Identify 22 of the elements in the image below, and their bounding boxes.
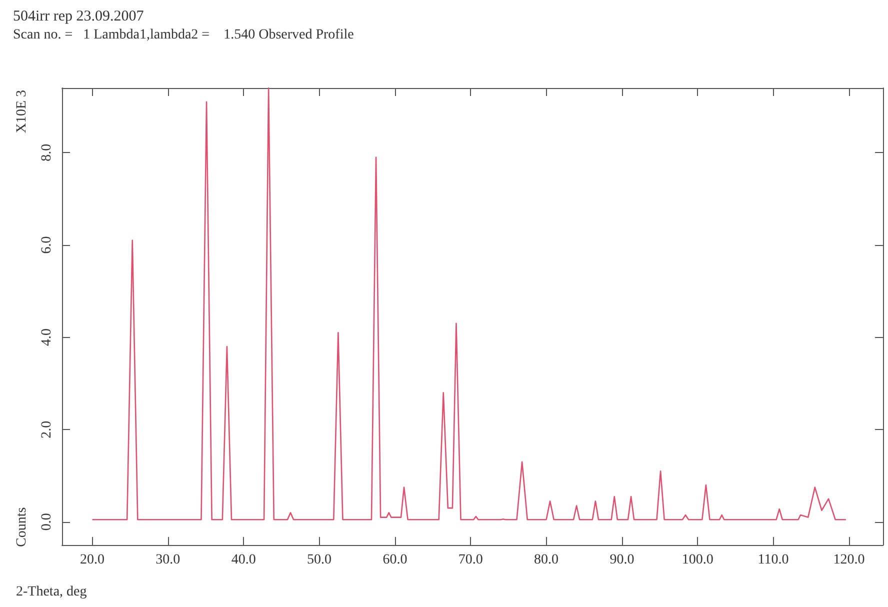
y-tick-label: 4.0 xyxy=(40,328,54,346)
x-tick-label: 110.0 xyxy=(758,552,789,568)
chart-title: 504irr rep 23.09.2007 xyxy=(13,8,144,24)
x-axis-title: 2-Theta, deg xyxy=(16,584,87,600)
x-tick-label: 120.0 xyxy=(833,552,865,568)
y-tick-label: 6.0 xyxy=(40,236,54,254)
x-tick-label: 70.0 xyxy=(458,552,483,568)
x-tick-label: 100.0 xyxy=(682,552,714,568)
y-axis-title: Counts xyxy=(14,507,30,547)
x-tick-label: 30.0 xyxy=(156,552,180,568)
line-series xyxy=(92,87,847,520)
x-tick-label: 40.0 xyxy=(231,552,256,568)
x-tick-label: 90.0 xyxy=(610,552,634,568)
x-tick-label: 60.0 xyxy=(382,552,408,568)
x-tick-label: 50.0 xyxy=(307,552,332,568)
y-tick-label: 2.0 xyxy=(40,420,54,438)
chart-subtitle: Scan no. = 1 Lambda1,lambda2 = 1.540 Observed Profile xyxy=(13,28,354,42)
y-tick-label: 0.0 xyxy=(40,513,54,531)
x-tick-label: 20.0 xyxy=(80,552,105,568)
x-tick-label: 80.0 xyxy=(534,552,559,568)
text: X10E 3 xyxy=(14,90,30,134)
y-tick-label: 8.0 xyxy=(40,144,54,162)
